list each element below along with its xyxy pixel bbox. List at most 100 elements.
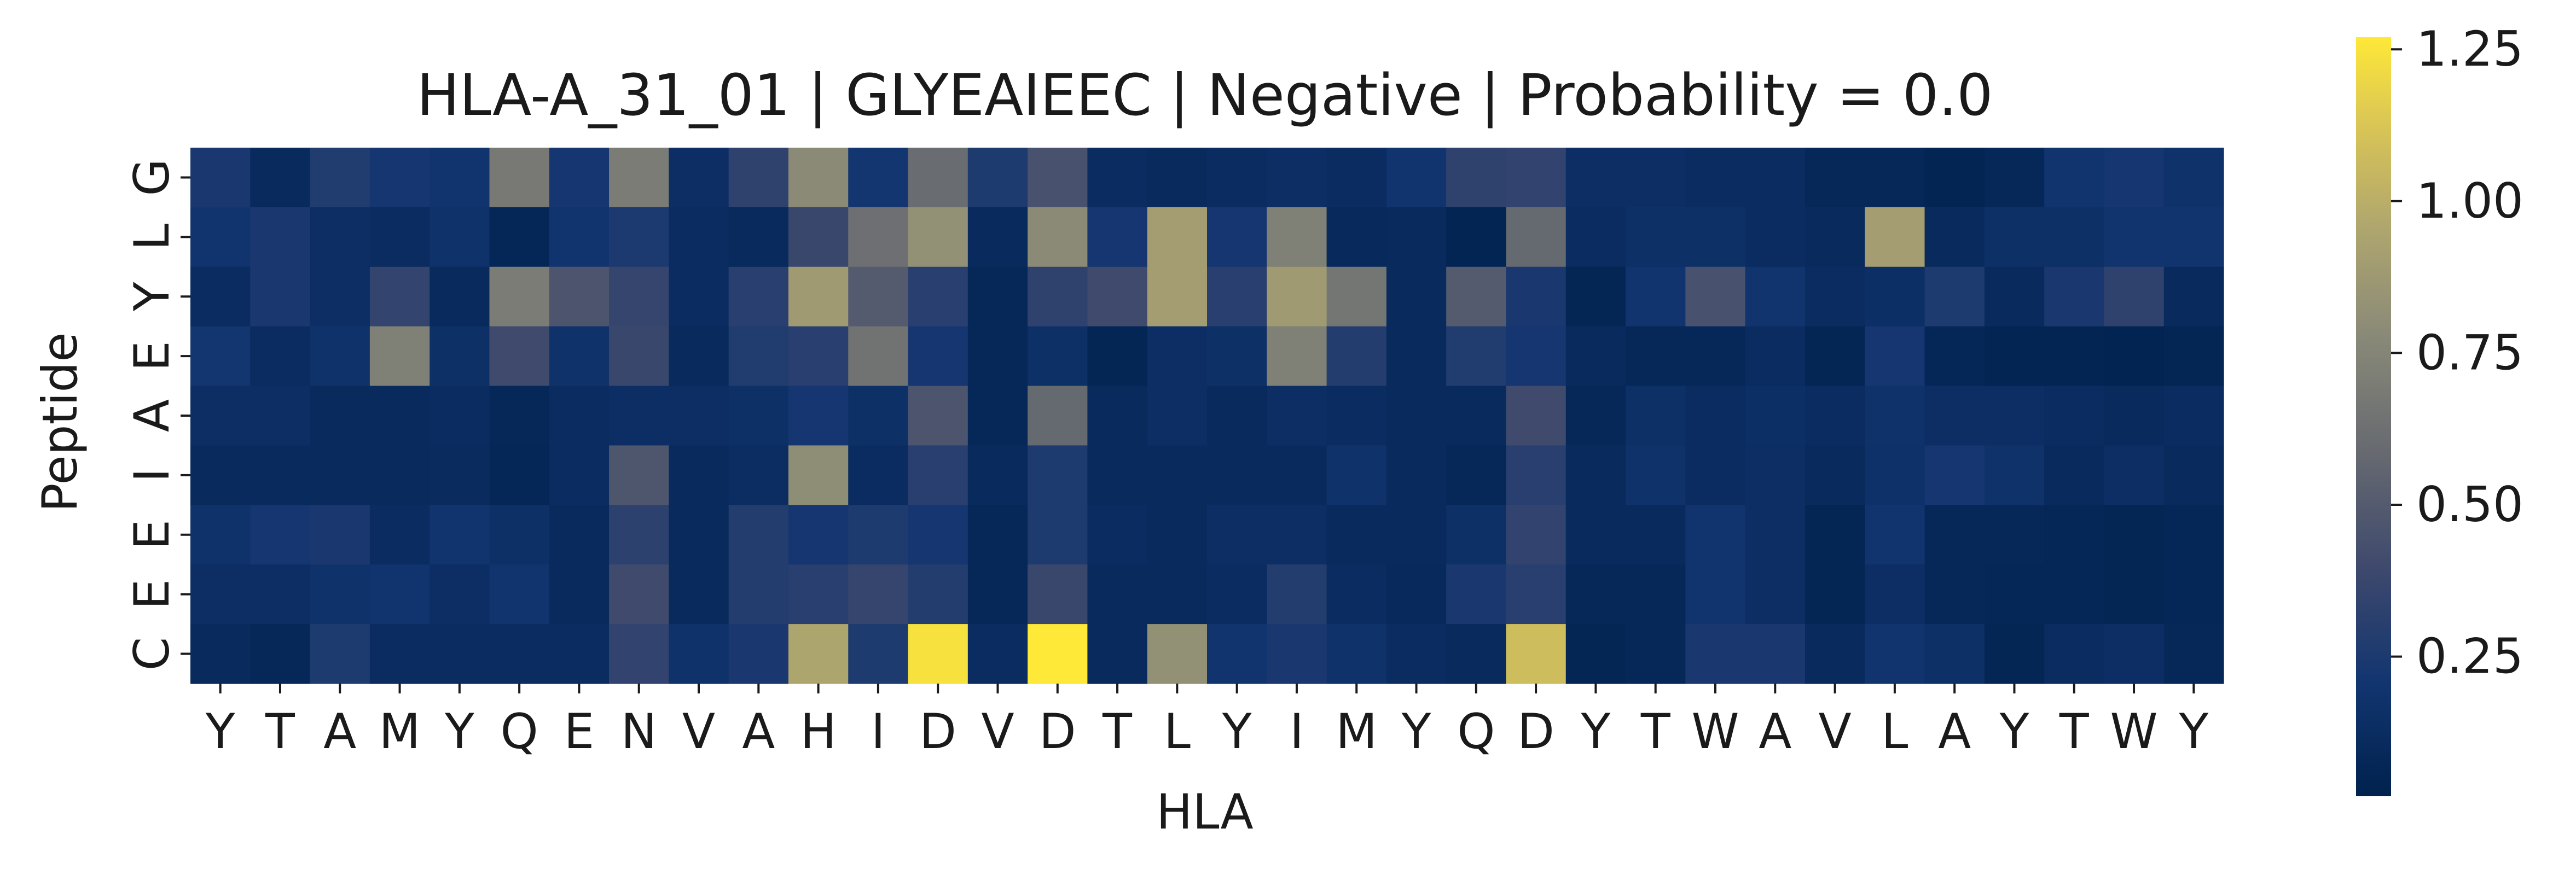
y-tick-label: Y xyxy=(124,282,180,312)
heatmap-cell xyxy=(1566,505,1626,564)
heatmap-cell xyxy=(729,148,789,207)
heatmap-cell xyxy=(1925,445,1985,505)
y-tick-label: L xyxy=(124,224,180,250)
heatmap-cell xyxy=(1805,326,1865,386)
heatmap-cell xyxy=(250,326,310,386)
heatmap-cell xyxy=(1087,207,1147,267)
colorbar-gradient xyxy=(2356,37,2391,796)
heatmap-cell xyxy=(430,505,490,564)
heatmap-cell xyxy=(549,148,610,207)
heatmap-cell xyxy=(1626,386,1686,446)
heatmap-cell xyxy=(1327,386,1387,446)
heatmap-cell xyxy=(1805,624,1865,684)
heatmap-cell xyxy=(1506,624,1566,684)
heatmap-cell xyxy=(310,326,370,386)
heatmap-cell xyxy=(549,386,610,446)
heatmap-cell xyxy=(1386,505,1447,564)
heatmap-cell xyxy=(370,386,430,446)
colorbar-tick-label: 0.50 xyxy=(2416,476,2523,533)
heatmap-cell xyxy=(1028,267,1088,326)
heatmap-cell xyxy=(1028,624,1088,684)
heatmap-cell xyxy=(310,386,370,446)
x-tick-label: Y xyxy=(205,703,235,760)
heatmap-cell xyxy=(2164,148,2224,207)
x-tick-label: Y xyxy=(2178,703,2208,760)
heatmap-cell xyxy=(2044,207,2104,267)
heatmap-cell xyxy=(729,267,789,326)
heatmap-cell xyxy=(1685,445,1745,505)
heatmap-cell xyxy=(1147,326,1208,386)
heatmap-cell xyxy=(788,564,849,624)
heatmap-cell xyxy=(669,445,729,505)
x-tick-label: A xyxy=(742,703,775,760)
heatmap-cell xyxy=(489,445,549,505)
heatmap-cell xyxy=(848,326,908,386)
x-tick-label: W xyxy=(2110,703,2158,760)
heatmap-cell xyxy=(2044,624,2104,684)
heatmap-cell xyxy=(788,505,849,564)
heatmap-cell xyxy=(1685,267,1745,326)
x-tick-label: Y xyxy=(1999,703,2029,760)
heatmap-cell xyxy=(1745,386,1806,446)
heatmap-cell xyxy=(250,445,310,505)
heatmap-cell xyxy=(370,148,430,207)
heatmap-cell xyxy=(190,505,251,564)
heatmap-cell xyxy=(1626,148,1686,207)
heatmap-cell xyxy=(968,564,1028,624)
heatmap-cell xyxy=(848,148,908,207)
heatmap-cell xyxy=(788,386,849,446)
heatmap-cell xyxy=(968,148,1028,207)
heatmap-cell xyxy=(2104,386,2164,446)
heatmap-cell xyxy=(968,386,1028,446)
x-tick-label: W xyxy=(1691,703,1739,760)
x-tick-label: M xyxy=(1336,703,1377,760)
heatmap-cell xyxy=(729,386,789,446)
heatmap-cell xyxy=(1327,207,1387,267)
heatmap-cell xyxy=(2044,386,2104,446)
y-tick-label: G xyxy=(124,159,180,196)
heatmap-cell xyxy=(1446,207,1506,267)
heatmap-cell xyxy=(1087,445,1147,505)
heatmap-cell xyxy=(1805,564,1865,624)
heatmap-cell xyxy=(1745,624,1806,684)
heatmap-cell xyxy=(1626,505,1686,564)
heatmap-cell xyxy=(549,624,610,684)
heatmap-cell xyxy=(2164,505,2224,564)
heatmap-cell xyxy=(1386,207,1447,267)
heatmap-cell xyxy=(430,207,490,267)
heatmap-cell xyxy=(489,505,549,564)
heatmap-cell xyxy=(430,386,490,446)
heatmap-cell xyxy=(729,505,789,564)
heatmap-cell xyxy=(729,445,789,505)
heatmap-cell xyxy=(1925,207,1985,267)
heatmap-cell xyxy=(669,564,729,624)
heatmap-cell xyxy=(1925,564,1985,624)
heatmap-cell xyxy=(1087,267,1147,326)
heatmap-cell xyxy=(549,564,610,624)
heatmap-cell xyxy=(908,564,968,624)
x-tick-label: V xyxy=(682,703,715,760)
heatmap-cell xyxy=(1925,326,1985,386)
heatmap-cell xyxy=(430,445,490,505)
heatmap-cell xyxy=(430,624,490,684)
heatmap-cells xyxy=(190,148,2224,684)
heatmap-cell xyxy=(848,207,908,267)
x-tick-label: Q xyxy=(1457,703,1495,760)
heatmap-cell xyxy=(1685,564,1745,624)
heatmap-cell xyxy=(1147,624,1208,684)
heatmap-cell xyxy=(669,326,729,386)
heatmap-cell xyxy=(908,445,968,505)
heatmap-cell xyxy=(250,148,310,207)
x-tick-label: T xyxy=(1102,703,1133,760)
heatmap-cell xyxy=(1267,445,1327,505)
heatmap-cell xyxy=(848,505,908,564)
heatmap-cell xyxy=(2044,445,2104,505)
heatmap-cell xyxy=(729,326,789,386)
heatmap-cell xyxy=(2104,207,2164,267)
heatmap-cell xyxy=(908,326,968,386)
heatmap-cell xyxy=(1566,207,1626,267)
heatmap-cell xyxy=(1267,148,1327,207)
heatmap-cell xyxy=(1685,207,1745,267)
heatmap-cell xyxy=(1267,624,1327,684)
heatmap-cell xyxy=(549,267,610,326)
